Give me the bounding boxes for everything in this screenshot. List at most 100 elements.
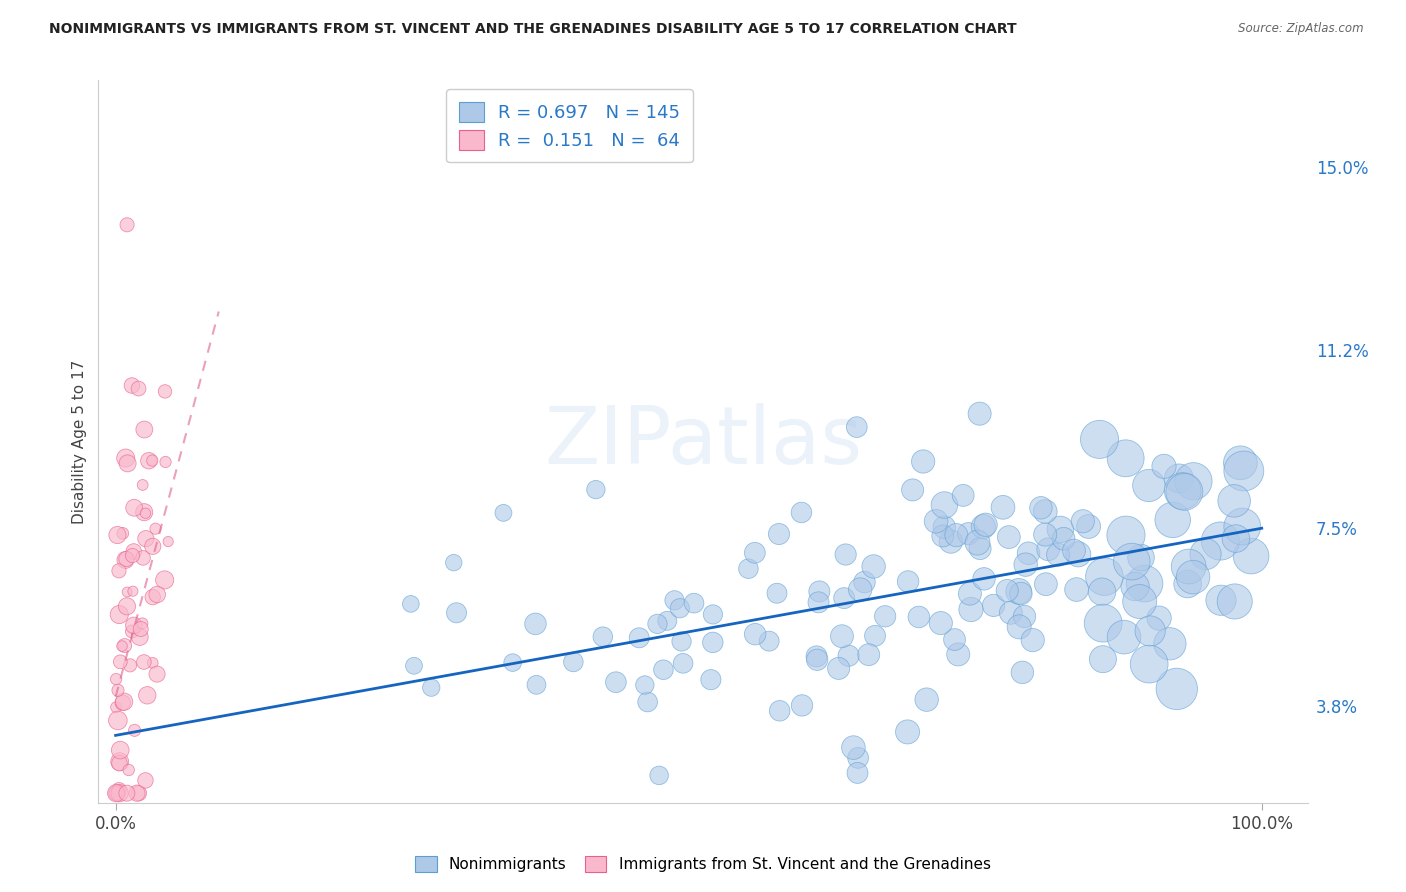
Point — [1049, 522, 1071, 536]
Point — [108, 756, 131, 771]
Point — [637, 695, 659, 709]
Point — [915, 692, 938, 706]
Point — [146, 587, 169, 601]
Point — [121, 549, 143, 563]
Point — [939, 534, 962, 549]
Point — [983, 599, 1005, 613]
Point — [524, 616, 547, 631]
Point — [769, 704, 792, 718]
Point — [647, 616, 669, 631]
Point — [157, 534, 180, 549]
Point — [790, 698, 813, 713]
Point — [1223, 594, 1246, 608]
Point — [1033, 504, 1056, 518]
Point — [969, 541, 991, 556]
Y-axis label: Disability Age 5 to 17: Disability Age 5 to 17 — [72, 359, 87, 524]
Point — [111, 696, 134, 710]
Point — [834, 548, 856, 562]
Point — [153, 384, 176, 399]
Point — [1223, 494, 1246, 508]
Point — [838, 648, 860, 663]
Point — [683, 596, 706, 610]
Point — [1173, 484, 1195, 499]
Point — [1130, 550, 1153, 565]
Point — [108, 564, 131, 578]
Point — [1167, 471, 1189, 485]
Point — [943, 632, 966, 647]
Point — [1182, 570, 1205, 584]
Point — [1229, 456, 1251, 470]
Point — [827, 661, 849, 675]
Point — [1014, 609, 1036, 624]
Point — [831, 629, 853, 643]
Point — [1139, 624, 1161, 638]
Point — [118, 658, 141, 673]
Point — [808, 584, 831, 599]
Point — [806, 649, 828, 664]
Point — [652, 663, 675, 677]
Point — [134, 506, 156, 520]
Point — [1092, 569, 1115, 583]
Point — [853, 575, 876, 590]
Point — [1159, 637, 1181, 651]
Point — [132, 655, 155, 669]
Point — [671, 634, 693, 648]
Point — [901, 483, 924, 497]
Point — [806, 653, 828, 667]
Point — [896, 725, 918, 739]
Point — [142, 590, 165, 604]
Point — [128, 382, 150, 396]
Point — [108, 782, 131, 797]
Point — [908, 610, 931, 624]
Point — [141, 453, 163, 467]
Point — [858, 648, 880, 662]
Point — [1092, 616, 1115, 631]
Point — [146, 667, 169, 681]
Point — [842, 740, 865, 755]
Point — [1115, 451, 1137, 466]
Point — [991, 500, 1014, 515]
Point — [1209, 593, 1232, 607]
Point — [948, 648, 970, 662]
Point — [1177, 577, 1199, 591]
Point — [945, 528, 967, 542]
Point — [1066, 582, 1088, 597]
Point — [131, 478, 153, 492]
Point — [1112, 630, 1135, 644]
Point — [929, 615, 952, 630]
Point — [737, 562, 759, 576]
Point — [973, 572, 995, 586]
Point — [1071, 514, 1094, 528]
Point — [1018, 546, 1040, 560]
Point — [845, 420, 868, 434]
Point — [972, 519, 994, 533]
Point — [875, 609, 897, 624]
Point — [1052, 532, 1074, 546]
Point — [768, 527, 790, 541]
Legend: Nonimmigrants, Immigrants from St. Vincent and the Grenadines: Nonimmigrants, Immigrants from St. Vince… — [408, 848, 998, 880]
Point — [399, 597, 422, 611]
Point — [1063, 543, 1085, 558]
Point — [1123, 579, 1146, 593]
Point — [1233, 464, 1256, 478]
Point — [526, 678, 548, 692]
Point — [446, 606, 468, 620]
Point — [111, 639, 134, 653]
Point — [108, 607, 131, 622]
Point — [108, 786, 131, 800]
Point — [134, 773, 156, 788]
Point — [122, 500, 145, 515]
Point — [702, 607, 724, 622]
Point — [142, 656, 165, 670]
Point — [925, 514, 948, 528]
Point — [912, 454, 935, 468]
Point — [131, 616, 153, 631]
Point — [1171, 483, 1194, 498]
Point — [134, 505, 156, 519]
Point — [846, 766, 869, 780]
Point — [846, 751, 869, 765]
Point — [1015, 558, 1038, 572]
Point — [702, 635, 724, 649]
Point — [664, 593, 686, 607]
Point — [1022, 633, 1045, 648]
